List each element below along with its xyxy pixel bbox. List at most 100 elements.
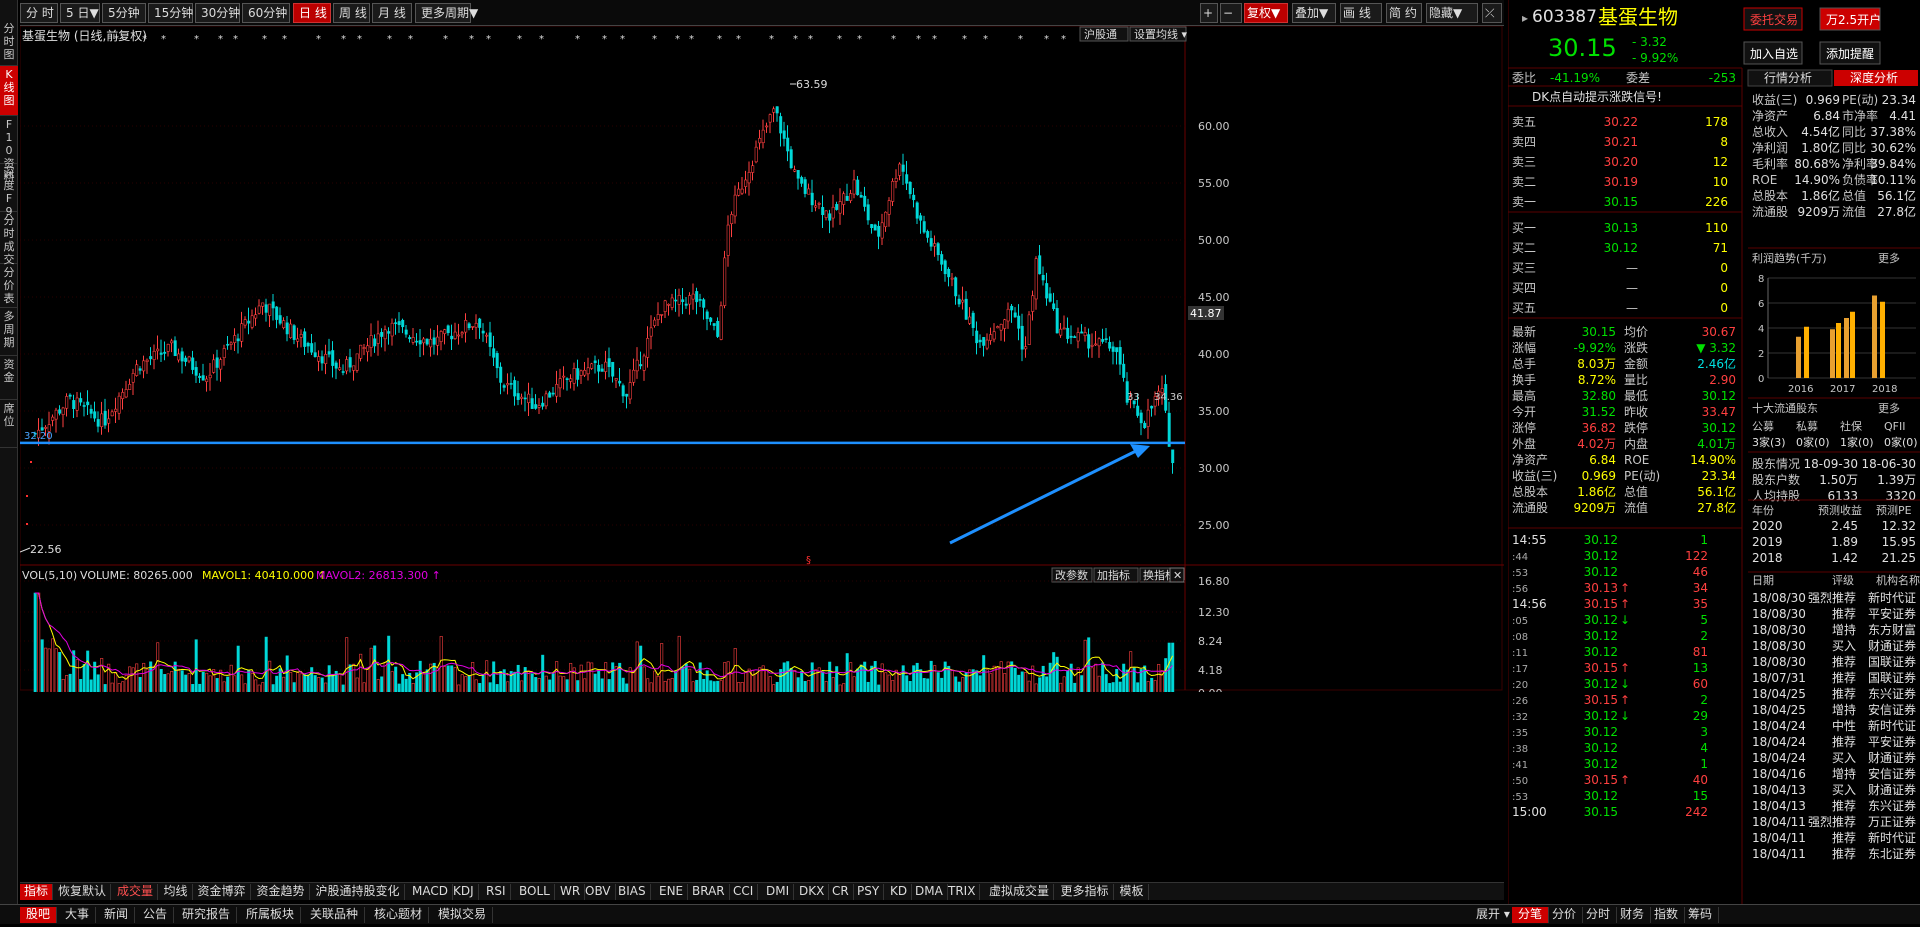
event-marker[interactable]: * [486, 34, 491, 45]
event-marker[interactable]: * [891, 34, 896, 45]
indicator-tab-21[interactable]: KD [886, 884, 913, 900]
indicator-tab-10[interactable]: BOLL [515, 884, 555, 900]
indicator-tab-11[interactable]: WR [556, 884, 586, 900]
bottom-tab-2[interactable]: 新闻 [98, 907, 136, 923]
indicator-tab-6[interactable]: 沪股通持股变化 [312, 884, 405, 900]
event-marker[interactable]: * [857, 34, 862, 45]
period-button-6[interactable]: 日 线 [293, 3, 331, 23]
left-tab-3[interactable]: 深度F9 [0, 164, 18, 218]
bottom-tab-4[interactable]: 研究报告 [176, 907, 238, 923]
event-marker[interactable]: * [142, 34, 147, 45]
indicator-tab-23[interactable]: TRIX [944, 884, 981, 900]
left-tab-6[interactable]: 多周期 [0, 308, 18, 356]
profit-more-link[interactable]: 更多 [1878, 251, 1900, 265]
event-marker[interactable]: * [408, 34, 413, 45]
event-marker[interactable]: * [793, 34, 798, 45]
left-tab-7[interactable]: 资金 [0, 356, 18, 400]
event-marker[interactable]: * [161, 34, 166, 45]
indicator-tab-1[interactable]: 恢复默认 [54, 884, 112, 900]
event-marker[interactable]: * [689, 34, 694, 45]
event-marker[interactable]: * [1061, 34, 1066, 45]
toolbar-right-button-4[interactable]: 画 线 [1340, 3, 1382, 23]
event-marker[interactable]: * [1044, 34, 1049, 45]
tab-quote-analysis[interactable] [1747, 69, 1833, 87]
period-button-4[interactable]: 30分钟 [195, 3, 240, 23]
kline-chart-area[interactable]: 基蛋生物 (日线,前复权) * * * * * * * * * * * * * * * * * * * * * * * * * * *… [19, 25, 1504, 708]
period-button-0[interactable]: 分 时 [20, 3, 58, 23]
toolbar-right-button-3[interactable]: 叠加▼ [1292, 3, 1336, 23]
event-marker[interactable]: * [539, 34, 544, 45]
indicator-tab-16[interactable]: CCI [729, 884, 759, 900]
period-button-1[interactable]: 5 日▼ [60, 3, 100, 23]
vol-close-button[interactable] [1169, 567, 1185, 583]
indicator-tab-4[interactable]: 资金博弈 [194, 884, 251, 900]
event-marker[interactable]: * [218, 34, 223, 45]
event-marker[interactable]: * [808, 34, 813, 45]
dk-signal-link[interactable]: DK点自动提示涨跌信号! [1532, 89, 1662, 104]
event-marker[interactable]: * [983, 34, 988, 45]
toolbar-right-button-7[interactable]: ⤫ [1482, 3, 1502, 23]
indicator-tab-5[interactable]: 资金趋势 [253, 884, 310, 900]
period-button-3[interactable]: 15分钟 [148, 3, 193, 23]
event-marker[interactable]: * [262, 34, 267, 45]
event-marker[interactable]: * [575, 34, 580, 45]
event-marker[interactable]: * [652, 34, 657, 45]
bottom-tab-1[interactable]: 大事 [59, 907, 97, 923]
toolbar-right-button-5[interactable]: 简 约 [1386, 3, 1422, 23]
quote-bottom-tab-2[interactable]: 分时 [1580, 907, 1618, 923]
event-marker[interactable]: * [387, 34, 392, 45]
bottom-tab-8[interactable]: 模拟交易 [432, 907, 494, 923]
vol-close-icon[interactable]: ✕ [1173, 569, 1182, 582]
indicator-tab-13[interactable]: BIAS [614, 884, 651, 900]
quote-bottom-tab-1[interactable]: 分价 [1546, 907, 1584, 923]
bottom-tab-6[interactable]: 关联品种 [304, 907, 366, 923]
event-marker[interactable]: * [602, 34, 607, 45]
kline-chart[interactable]: 基蛋生物 (日线,前复权)* * * * * * * * * * * * * * * * * * * * * * * * * * *… [19, 25, 1504, 708]
vol-button-bg-0[interactable] [1051, 567, 1093, 583]
event-marker[interactable]: * [962, 34, 967, 45]
event-marker[interactable]: * [357, 34, 362, 45]
vol-button-2[interactable]: 换指标 [1143, 568, 1176, 582]
left-tab-5[interactable]: 分价表 [0, 264, 18, 308]
period-button-2[interactable]: 5分钟 [102, 3, 146, 23]
bottom-tab-3[interactable]: 公告 [137, 907, 175, 923]
expand-button[interactable]: 展开 ▾ [1470, 907, 1517, 923]
toolbar-right-button-2[interactable]: 复权▼ [1244, 3, 1288, 23]
indicator-tab-25[interactable]: 更多指标 [1057, 884, 1114, 900]
indicator-tab-18[interactable]: DKX [795, 884, 830, 900]
left-tab-8[interactable]: 席位 [0, 400, 18, 448]
quote-bottom-tab-3[interactable]: 财务 [1614, 907, 1652, 923]
indicator-tab-8[interactable]: KDJ [449, 884, 479, 900]
toolbar-right-button-1[interactable]: − [1220, 3, 1242, 23]
left-tab-1[interactable]: K线图 [0, 66, 18, 116]
stock-action-button-3[interactable] [1819, 41, 1881, 65]
vol-button-1[interactable]: 加指标 [1097, 568, 1130, 582]
event-marker[interactable]: * [517, 34, 522, 45]
event-marker[interactable]: * [316, 34, 321, 45]
event-marker[interactable]: * [675, 34, 680, 45]
event-marker[interactable]: * [769, 34, 774, 45]
indicator-tab-19[interactable]: CR [828, 884, 854, 900]
tab-deep-analysis[interactable] [1834, 70, 1918, 86]
indicator-tab-7[interactable]: MACD [408, 884, 453, 900]
vol-button-bg-1[interactable] [1093, 567, 1139, 583]
set-ma-button[interactable]: 设置均线 ▾ [1134, 27, 1187, 41]
indicator-tab-15[interactable]: BRAR [688, 884, 730, 900]
bottom-tab-7[interactable]: 核心题材 [368, 907, 430, 923]
set-ma-button-bg[interactable] [1129, 26, 1187, 42]
indicator-tab-12[interactable]: OBV [581, 884, 616, 900]
left-tab-2[interactable]: F10资料 [0, 116, 18, 183]
event-marker[interactable]: * [736, 34, 741, 45]
event-marker[interactable]: * [469, 34, 474, 45]
indicator-tab-9[interactable]: RSI [482, 884, 511, 900]
period-button-7[interactable]: 周 线 [333, 3, 370, 23]
period-button-8[interactable]: 月 线 [372, 3, 412, 23]
toolbar-right-button-6[interactable]: 隐藏▼ [1426, 3, 1478, 23]
vol-button-0[interactable]: 改参数 [1055, 568, 1088, 582]
event-marker[interactable]: * [443, 34, 448, 45]
indicator-tab-14[interactable]: ENE [655, 884, 689, 900]
period-button-9[interactable]: 更多周期▼ [415, 3, 478, 23]
event-marker[interactable]: * [194, 34, 199, 45]
arrow-annotation[interactable] [949, 448, 1139, 545]
period-button-5[interactable]: 60分钟 [242, 3, 290, 23]
